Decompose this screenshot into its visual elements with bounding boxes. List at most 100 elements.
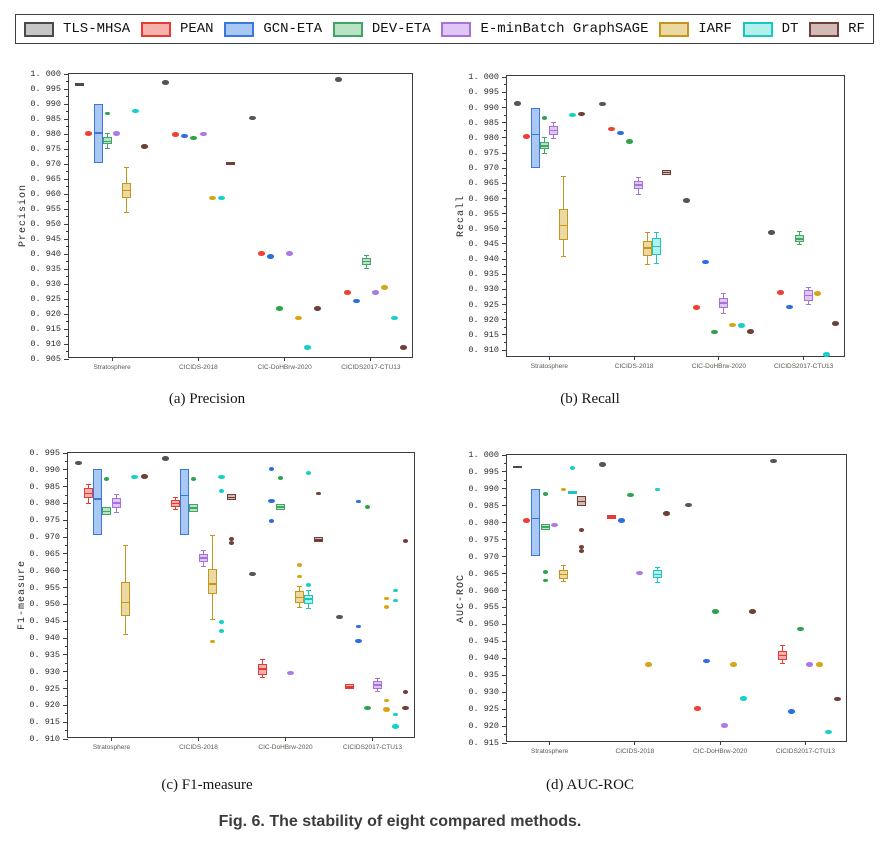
y-minor-tick <box>504 190 507 192</box>
dot-marker <box>162 80 170 85</box>
outlier-marker <box>297 563 303 567</box>
y-tick-label: 0. 915 <box>468 738 499 748</box>
y-tick-label: 0. 950 <box>29 599 60 610</box>
y-minor-tick <box>66 126 69 127</box>
y-tick-label: 0. 985 <box>468 117 499 128</box>
y-tick <box>502 725 507 727</box>
y-minor-tick <box>66 261 69 262</box>
dot-marker <box>257 251 265 256</box>
whisker-cap <box>85 484 91 486</box>
y-tick-label: 0. 920 <box>468 314 499 325</box>
dot-marker <box>208 195 216 201</box>
y-tick <box>63 587 68 589</box>
y-tick-label: 0. 995 <box>468 87 499 98</box>
y-tick <box>64 298 69 300</box>
y-tick-label: 0. 980 <box>468 132 499 143</box>
outlier-marker <box>570 466 576 470</box>
dot-marker <box>344 290 352 295</box>
whisker-cap <box>123 545 129 547</box>
box-median <box>75 83 85 86</box>
y-minor-tick <box>65 612 68 614</box>
x-tick-label: CICIDS2017-CTU13 <box>341 364 401 371</box>
y-tick <box>502 657 507 659</box>
y-minor-tick <box>66 186 69 187</box>
box-median <box>718 302 728 304</box>
y-tick <box>502 91 507 93</box>
y-tick-label: 0. 985 <box>30 114 61 124</box>
dot-marker <box>599 462 607 467</box>
y-minor-tick <box>65 629 68 631</box>
y-tick-label: 0. 965 <box>468 178 499 189</box>
dot-marker <box>598 101 606 107</box>
legend-item-label: DEV-ETA <box>371 21 431 37</box>
y-minor-tick <box>504 99 507 101</box>
y-tick-label: 0. 975 <box>468 148 499 159</box>
y-minor-tick <box>504 296 507 298</box>
y-minor-tick <box>65 730 68 732</box>
outlier-marker <box>355 624 361 629</box>
dot-marker <box>712 609 720 614</box>
dot-marker <box>768 230 776 235</box>
y-tick <box>502 258 507 260</box>
dot-marker <box>813 291 821 296</box>
y-tick <box>502 640 507 642</box>
y-tick-label: 0. 940 <box>29 633 60 644</box>
y-tick-label: 0. 910 <box>29 734 60 744</box>
outlier-marker <box>579 528 585 532</box>
y-tick <box>64 208 69 210</box>
dot-marker <box>523 518 531 523</box>
dot-marker <box>140 474 148 479</box>
outlier-marker <box>579 549 585 553</box>
outlier-marker <box>219 620 225 624</box>
box-marker <box>208 568 218 594</box>
dot-marker <box>392 724 400 729</box>
y-minor-tick <box>504 632 507 634</box>
x-tick-label: Stratosphere <box>92 744 131 751</box>
y-tick-label: 0. 955 <box>468 208 499 219</box>
y-minor-tick <box>504 326 507 328</box>
y-minor-tick <box>66 171 69 172</box>
y-minor-tick <box>504 564 507 566</box>
x-tick-label: CICIDS-2018 <box>179 744 218 751</box>
box-median <box>276 506 286 508</box>
y-tick-label: 0. 980 <box>30 129 61 139</box>
box-median <box>577 500 587 503</box>
y-minor-tick <box>504 479 507 481</box>
y-tick <box>502 573 507 575</box>
x-tick-label: CIC-DoHBrw-2020 <box>258 744 313 751</box>
legend-item-e-minbatch-graphsage: E-minBatch GraphSAGE <box>441 21 648 37</box>
box-marker <box>558 208 568 241</box>
whisker-cap <box>645 263 651 265</box>
whisker-cap <box>297 585 303 587</box>
dot-marker <box>267 498 275 504</box>
x-tick <box>284 357 286 361</box>
x-tick <box>111 737 112 741</box>
y-minor-tick <box>65 696 68 698</box>
outlier-marker <box>297 574 303 579</box>
y-tick <box>502 198 507 199</box>
y-tick-label: 0. 965 <box>30 174 61 184</box>
y-minor-tick <box>66 321 69 322</box>
legend-item-label: E-minBatch GraphSAGE <box>480 21 649 37</box>
y-tick-label: 0. 930 <box>29 666 60 677</box>
box-median <box>121 602 131 604</box>
y-tick <box>64 328 69 330</box>
x-tick-label: CIC-DoHBrw-2020 <box>691 363 746 370</box>
legend-swatch-icon <box>742 21 773 37</box>
x-tick <box>111 357 113 361</box>
y-tick-label: 0. 970 <box>468 551 499 562</box>
whisker-cap <box>306 607 312 609</box>
dot-marker <box>218 195 226 201</box>
y-tick-label: 0. 930 <box>30 279 61 289</box>
box-median <box>83 492 93 495</box>
legend-item-gcn-eta: GCN-ETA <box>224 21 322 37</box>
box-median <box>531 133 541 135</box>
box-median <box>513 466 523 468</box>
legend-swatch-icon <box>24 21 54 37</box>
dot-marker <box>635 570 643 576</box>
dot-marker <box>180 133 188 139</box>
y-minor-tick <box>504 649 507 651</box>
y-tick <box>63 603 68 605</box>
box-median <box>568 491 578 493</box>
